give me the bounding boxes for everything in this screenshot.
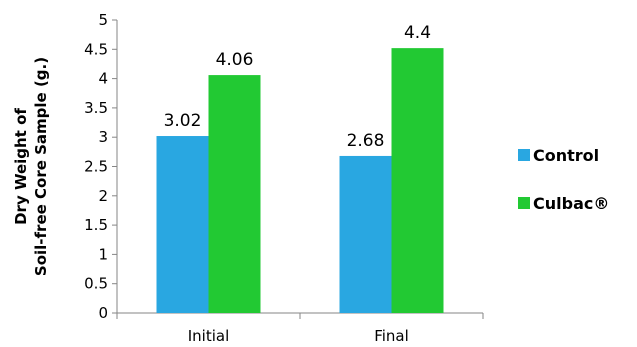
bar-culbac-final [391,48,444,314]
bar-control-initial [156,136,209,313]
y-tick-label: 4 [98,70,108,88]
legend: Control Culbac® [518,146,609,213]
y-axis-title: Dry Weight of Soil-free Core Sample (g.) [12,57,50,276]
data-label: 3.02 [164,111,202,131]
x-ticks: Initial Final [116,313,484,345]
y-ticks: 0 0.5 1 1.5 2 2.5 3 3.5 4 4.5 5 [84,11,117,322]
y-tick-label: 5 [98,11,108,29]
y-tick-label: 1 [98,245,108,263]
data-label: 4.4 [404,23,431,43]
y-tick-label: 0 [98,304,108,322]
data-label: 2.68 [347,131,385,151]
y-tick-label: 1.5 [84,216,108,234]
legend-swatch [518,197,530,209]
y-axis-title-line: Soil-free Core Sample (g.) [32,57,50,276]
bar-control-final [339,155,392,313]
legend-label: Culbac® [533,194,609,213]
y-tick-label: 3.5 [84,99,108,117]
legend-label: Control [533,146,599,165]
y-axis-title-line: Dry Weight of [12,108,30,225]
x-tick-label: Initial [188,327,230,345]
y-tick-label: 2.5 [84,158,108,176]
data-labels: 3.02 4.06 2.68 4.4 [164,23,431,151]
bars [156,48,444,314]
x-tick-label: Final [374,327,409,345]
y-tick-label: 2 [98,187,108,205]
legend-swatch [518,149,530,161]
data-label: 4.06 [216,50,254,70]
y-tick-label: 3 [98,128,108,146]
bar-culbac-initial [208,75,261,313]
y-tick-label: 4.5 [84,40,108,58]
y-tick-label: 0.5 [84,275,108,293]
